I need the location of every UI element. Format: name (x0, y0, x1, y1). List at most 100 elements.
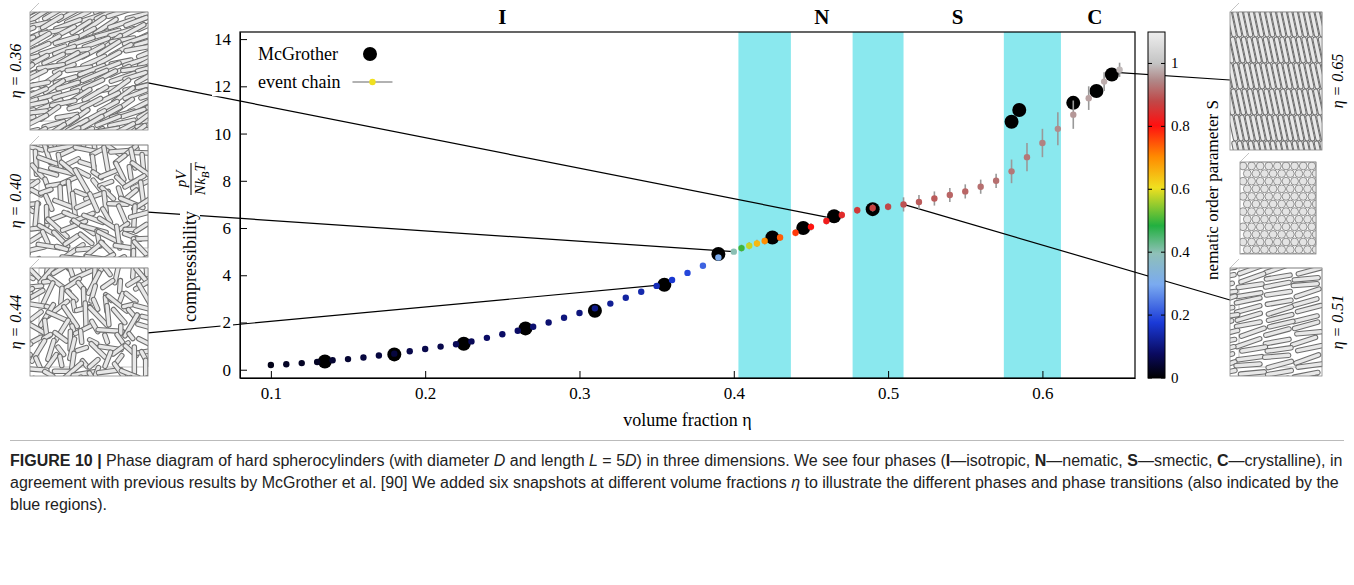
rod-end (1252, 215, 1260, 223)
caption-text: η (791, 474, 800, 491)
point (437, 343, 443, 349)
rod (1230, 330, 1238, 336)
box-edge (1239, 12, 1322, 141)
rod-end (1308, 193, 1316, 201)
rod (139, 48, 148, 57)
rod-outline (1296, 289, 1319, 297)
point (792, 230, 798, 236)
rod-end (1304, 231, 1312, 239)
rod-outline (1230, 371, 1235, 376)
rods (1230, 268, 1322, 376)
rod-end (1256, 208, 1264, 216)
rod-end (1308, 162, 1316, 170)
point (684, 270, 690, 276)
rod (1295, 322, 1318, 328)
point (387, 347, 401, 361)
colorbar-tick-label: 0.6 (1171, 181, 1190, 197)
rod (30, 181, 38, 188)
rod (1298, 268, 1321, 274)
axis: 02468101214 (212, 30, 247, 380)
rod (56, 320, 69, 340)
phase-band (853, 32, 904, 378)
rod-outline (1268, 361, 1291, 367)
colorbar-tick (1161, 315, 1165, 316)
rod (67, 291, 76, 300)
rod-outline (137, 82, 148, 88)
rod-outline (1230, 268, 1235, 271)
rod-outline (139, 339, 148, 344)
point (754, 240, 760, 246)
tick: 0.4 (724, 371, 746, 403)
point (360, 354, 366, 360)
rod-outline (1268, 371, 1292, 375)
point (731, 248, 737, 254)
rod-outline (30, 268, 41, 281)
label-bg (1170, 307, 1191, 323)
colorbar (1148, 32, 1165, 378)
rod-outline (41, 189, 51, 193)
rod (39, 157, 57, 163)
point (345, 356, 351, 362)
point (518, 321, 532, 335)
y-fraction-denominator: NkBT (192, 161, 211, 195)
rod-outline (1298, 268, 1321, 274)
rod (1298, 364, 1322, 367)
rod-end (1243, 170, 1251, 178)
legend: McGrotherevent chain (254, 42, 396, 94)
caption-text: I (946, 452, 950, 469)
rod-outline (1297, 332, 1321, 334)
y-axis-title-text: compressibility (180, 211, 200, 322)
rod (104, 147, 108, 169)
colorbar-tick-label: 0.4 (1171, 244, 1190, 260)
rod (129, 167, 131, 178)
rod (43, 232, 48, 243)
axis-line (240, 33, 241, 379)
caption-text: = 5 (598, 452, 625, 469)
rod-outline (143, 360, 148, 376)
rod-end (1304, 246, 1312, 254)
rod-outline (1238, 357, 1262, 360)
rod-end (1269, 215, 1277, 223)
rod-end (1240, 162, 1247, 170)
rod (1298, 346, 1321, 351)
colorbar-tick (1148, 189, 1152, 190)
rods (1230, 13, 1322, 150)
rod-end (1299, 208, 1307, 216)
tick-label: 8 (223, 172, 232, 191)
rod-outline (129, 334, 133, 339)
caption: FIGURE 10 | Phase diagram of hard sphero… (10, 450, 1344, 516)
colorbar-tick-label: 0 (1171, 370, 1179, 386)
rod (1319, 117, 1322, 139)
rod (78, 249, 90, 250)
rod-outline (80, 234, 91, 243)
point (299, 360, 305, 366)
rod-end (1299, 193, 1307, 201)
tick: 0.5 (878, 371, 899, 403)
phase-label: S (952, 5, 964, 29)
tick-mark (271, 371, 272, 378)
rod (126, 293, 136, 301)
colorbar-tick (1161, 126, 1165, 127)
tick-mark (888, 371, 889, 378)
caption-text: —isotropic, (950, 452, 1034, 469)
rod (43, 283, 53, 305)
tick-label: 0 (223, 361, 232, 380)
rod-outline (76, 191, 88, 196)
rod-end (1265, 177, 1273, 185)
point (623, 294, 629, 300)
rod-outline (130, 250, 136, 257)
rod-end (1312, 200, 1316, 208)
rod (117, 177, 124, 184)
rod-end (1256, 162, 1264, 170)
rod-outline (1236, 298, 1259, 303)
rod-outline (1230, 315, 1238, 318)
rod (135, 237, 147, 241)
caption-text: N (1035, 452, 1047, 469)
rod (45, 372, 53, 376)
rod (1296, 355, 1319, 363)
rod (1318, 65, 1322, 87)
rod (1237, 322, 1261, 326)
point (1008, 168, 1014, 174)
rod-outline (1270, 321, 1293, 326)
rod (1266, 275, 1290, 279)
